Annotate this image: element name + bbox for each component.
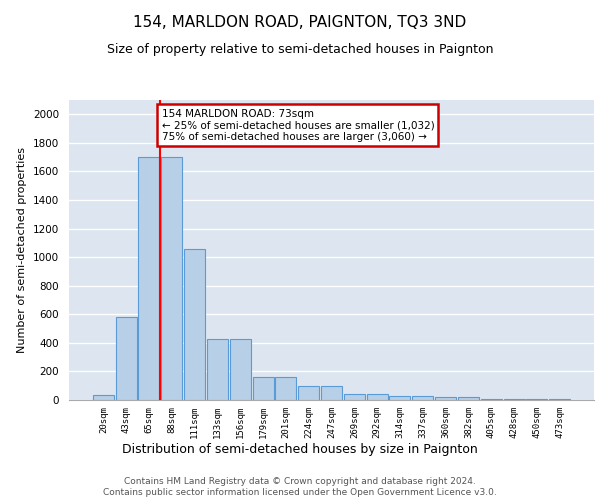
- Text: 154, MARLDON ROAD, PAIGNTON, TQ3 3ND: 154, MARLDON ROAD, PAIGNTON, TQ3 3ND: [133, 15, 467, 30]
- Bar: [93, 395, 114, 400]
- Text: 154 MARLDON ROAD: 73sqm
← 25% of semi-detached houses are smaller (1,032)
75% of: 154 MARLDON ROAD: 73sqm ← 25% of semi-de…: [161, 108, 434, 142]
- Bar: [367, 394, 388, 400]
- Bar: [344, 394, 365, 400]
- Bar: [458, 397, 479, 400]
- Bar: [435, 397, 456, 400]
- Text: Distribution of semi-detached houses by size in Paignton: Distribution of semi-detached houses by …: [122, 442, 478, 456]
- Bar: [230, 338, 251, 400]
- Bar: [139, 157, 160, 400]
- Bar: [161, 157, 182, 400]
- Bar: [275, 377, 296, 400]
- Bar: [184, 248, 205, 400]
- Bar: [253, 377, 274, 400]
- Bar: [207, 338, 228, 400]
- Bar: [321, 386, 342, 400]
- Text: Size of property relative to semi-detached houses in Paignton: Size of property relative to semi-detach…: [107, 42, 493, 56]
- Bar: [298, 386, 319, 400]
- Bar: [116, 317, 137, 400]
- Bar: [389, 396, 410, 400]
- Y-axis label: Number of semi-detached properties: Number of semi-detached properties: [17, 147, 28, 353]
- Bar: [412, 396, 433, 400]
- Text: Contains HM Land Registry data © Crown copyright and database right 2024.
Contai: Contains HM Land Registry data © Crown c…: [103, 478, 497, 497]
